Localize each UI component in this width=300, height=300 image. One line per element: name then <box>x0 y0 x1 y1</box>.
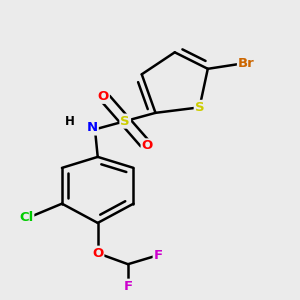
Text: O: O <box>98 90 109 103</box>
Text: S: S <box>195 101 204 114</box>
Text: Cl: Cl <box>19 211 33 224</box>
Text: F: F <box>123 280 133 293</box>
Text: O: O <box>142 140 153 152</box>
Text: N: N <box>87 122 98 134</box>
Text: S: S <box>120 115 130 128</box>
Text: O: O <box>92 247 103 260</box>
Text: Br: Br <box>238 57 255 70</box>
Text: F: F <box>154 249 163 262</box>
Text: H: H <box>65 115 75 128</box>
